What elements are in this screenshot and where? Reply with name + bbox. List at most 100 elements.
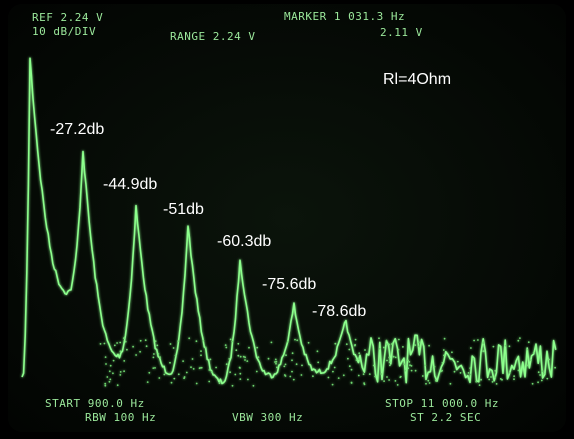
- noise-dot: [199, 367, 201, 369]
- noise-dot: [109, 370, 111, 372]
- noise-dot: [408, 361, 410, 363]
- noise-dot: [505, 345, 507, 347]
- noise-dot: [289, 376, 291, 378]
- noise-dot: [383, 347, 385, 349]
- noise-dot: [312, 375, 314, 377]
- noise-dot: [488, 379, 490, 381]
- noise-dot: [415, 370, 417, 372]
- noise-dot: [123, 337, 125, 339]
- noise-dot: [171, 382, 173, 384]
- noise-dot: [200, 354, 202, 356]
- noise-dot: [159, 356, 161, 358]
- noise-dot: [105, 363, 107, 365]
- noise-dot: [493, 346, 495, 348]
- noise-dot: [460, 372, 462, 374]
- noise-dot: [398, 349, 400, 351]
- noise-dot: [409, 364, 411, 366]
- noise-dot: [154, 367, 156, 369]
- noise-dot: [346, 343, 348, 345]
- noise-dot: [230, 339, 232, 341]
- noise-dot: [404, 370, 406, 372]
- page: {"screen": { "header": {"ref": "REF 2.24…: [0, 0, 574, 439]
- noise-dot: [120, 350, 122, 352]
- noise-dot: [170, 343, 172, 345]
- noise-dot: [125, 341, 127, 343]
- noise-dot: [253, 385, 255, 387]
- noise-dot: [271, 342, 273, 344]
- peak-label: -60.3db: [217, 233, 271, 250]
- noise-dot: [528, 341, 530, 343]
- noise-dot: [338, 377, 340, 379]
- noise-dot: [546, 378, 548, 380]
- noise-dot: [469, 367, 471, 369]
- noise-dot: [425, 383, 427, 385]
- noise-dot: [473, 358, 475, 360]
- noise-dot: [351, 382, 353, 384]
- peak-label: -78.6db: [312, 303, 366, 320]
- noise-dot: [477, 339, 479, 341]
- noise-dot: [402, 346, 404, 348]
- noise-dot: [500, 378, 502, 380]
- noise-dot: [283, 366, 285, 368]
- noise-dot: [110, 365, 112, 367]
- noise-dot: [104, 383, 106, 385]
- noise-dot: [120, 371, 122, 373]
- noise-dot: [294, 339, 296, 341]
- noise-dot: [293, 379, 295, 381]
- noise-dot: [163, 374, 165, 376]
- noise-dot: [114, 345, 116, 347]
- noise-dot: [248, 347, 250, 349]
- noise-dot: [363, 382, 365, 384]
- noise-dot: [334, 343, 336, 345]
- noise-dot: [237, 343, 239, 345]
- noise-dot: [539, 374, 541, 376]
- noise-dot: [480, 379, 482, 381]
- noise-dot: [518, 370, 520, 372]
- marker-level: 2.11 V: [380, 26, 423, 39]
- noise-dot: [332, 371, 334, 373]
- noise-dot: [246, 360, 248, 362]
- peak-label: -44.9db: [103, 176, 157, 193]
- noise-dot: [153, 353, 155, 355]
- noise-dot: [407, 360, 409, 362]
- noise-dot: [554, 367, 556, 369]
- noise-dot: [192, 358, 194, 360]
- noise-dot: [379, 348, 381, 350]
- noise-dot: [239, 378, 241, 380]
- noise-dot: [275, 363, 277, 365]
- noise-dot: [395, 357, 397, 359]
- noise-dot: [243, 356, 245, 358]
- noise-dot: [153, 357, 155, 359]
- noise-dot: [292, 352, 294, 354]
- noise-dot: [232, 385, 234, 387]
- noise-dot: [440, 370, 442, 372]
- rbw: RBW 100 Hz: [85, 411, 156, 424]
- noise-dot: [215, 367, 217, 369]
- noise-dot: [442, 362, 444, 364]
- noise-dot: [296, 339, 298, 341]
- noise-dot: [424, 364, 426, 366]
- noise-dot: [541, 380, 543, 382]
- noise-dot: [140, 340, 142, 342]
- noise-dot: [411, 370, 413, 372]
- noise-dot: [182, 360, 184, 362]
- noise-dot: [274, 361, 276, 363]
- noise-dot: [475, 381, 477, 383]
- noise-dot: [373, 365, 375, 367]
- noise-dot: [526, 349, 528, 351]
- noise-dot: [543, 373, 545, 375]
- noise-dot: [256, 371, 258, 373]
- noise-dot: [388, 379, 390, 381]
- noise-dot: [234, 374, 236, 376]
- noise-dot: [435, 380, 437, 382]
- noise-dot: [519, 337, 521, 339]
- noise-dot: [443, 349, 445, 351]
- noise-dot: [156, 345, 158, 347]
- peak-label: -27.2db: [50, 121, 104, 138]
- noise-dot: [354, 345, 356, 347]
- noise-dot: [457, 361, 459, 363]
- noise-dot: [418, 346, 420, 348]
- noise-dot: [109, 379, 111, 381]
- noise-dot: [117, 384, 119, 386]
- noise-dot: [343, 374, 345, 376]
